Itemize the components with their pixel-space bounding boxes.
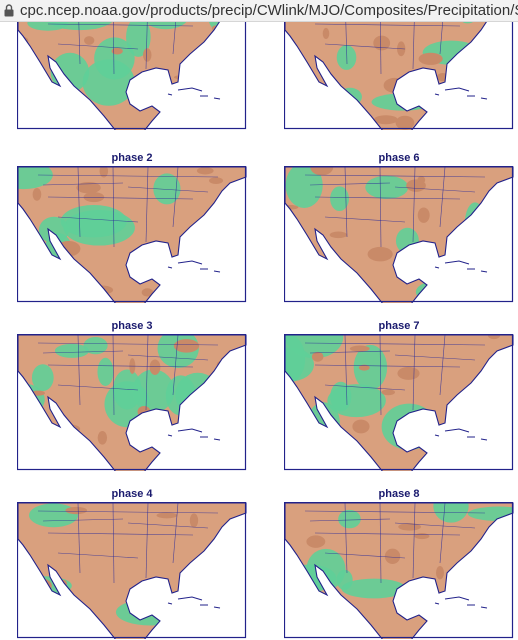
- map-panel: [17, 166, 247, 303]
- panel-title: phase 7: [378, 320, 420, 332]
- map-panel: [17, 334, 247, 471]
- panel-title: phase 3: [111, 320, 153, 332]
- address-bar[interactable]: cpc.ncep.noaa.gov/products/precip/CWlink…: [0, 0, 518, 22]
- map-panel: [284, 166, 514, 303]
- panel-title: phase 8: [378, 488, 420, 500]
- map-panel: [284, 502, 514, 639]
- url-text: cpc.ncep.noaa.gov/products/precip/CWlink…: [20, 2, 518, 19]
- panel-title: phase 4: [111, 488, 153, 500]
- panel-title: phase 6: [378, 152, 420, 164]
- lock-icon: [4, 4, 14, 17]
- panel-title: phase 2: [111, 152, 153, 164]
- map-panel: [17, 502, 247, 639]
- map-panel: [284, 334, 514, 471]
